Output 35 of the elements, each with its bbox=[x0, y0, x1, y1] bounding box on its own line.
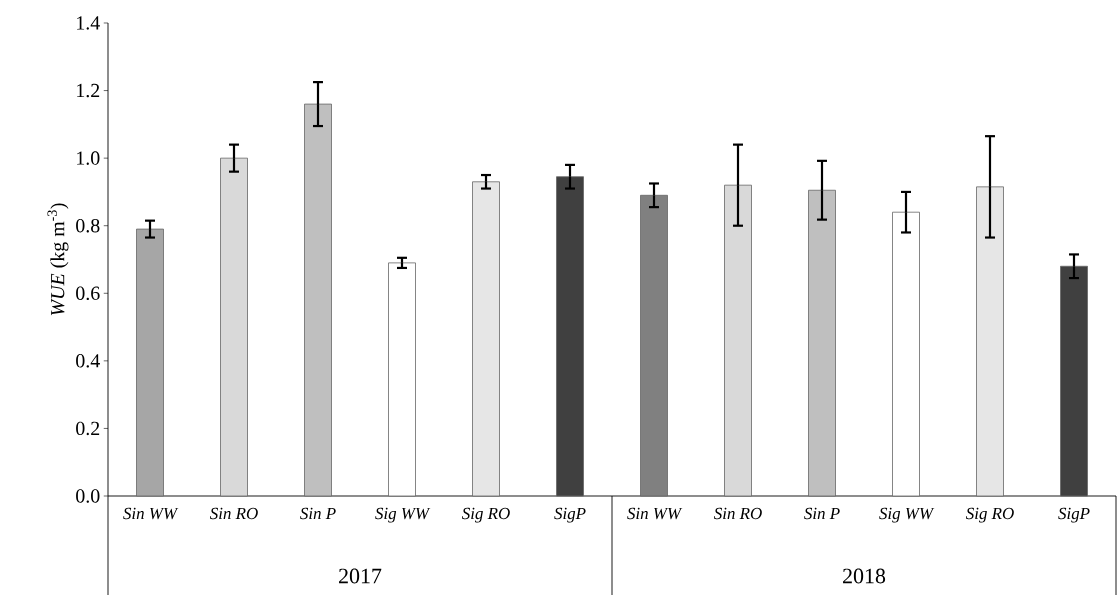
bar bbox=[472, 181, 500, 497]
bar bbox=[892, 211, 920, 497]
x-tick-label: Sin P bbox=[300, 507, 336, 520]
bar bbox=[976, 186, 1004, 497]
x-tick-label: Sin WW bbox=[627, 507, 683, 520]
x-tick-label: Sig WW bbox=[375, 507, 431, 523]
bar bbox=[220, 157, 248, 497]
text: 2018 bbox=[843, 568, 886, 584]
bar bbox=[640, 194, 668, 497]
bar bbox=[556, 176, 584, 497]
x-tick-label: Sin P bbox=[804, 507, 840, 520]
text: 2017 bbox=[339, 568, 382, 584]
x-tick-label: Sin RO bbox=[713, 507, 762, 520]
bar bbox=[1060, 265, 1088, 497]
y-tick-label: 1.2 bbox=[77, 83, 100, 98]
x-tick-label: Sig RO bbox=[965, 507, 1014, 523]
y-tick-label: 0.4 bbox=[76, 354, 100, 368]
x-tick-label: Sin RO bbox=[209, 507, 258, 520]
x-tick-label: Sin WW bbox=[123, 507, 179, 520]
y-axis-title: WUE (kg m$^{-3}$) bbox=[47, 203, 69, 316]
y-tick-label: 0.0 bbox=[76, 489, 100, 503]
bar bbox=[808, 189, 836, 497]
x-tick-label: Sig RO bbox=[461, 507, 510, 523]
x-tick-label: SigP bbox=[554, 507, 586, 523]
bar bbox=[304, 103, 332, 497]
y-tick-label: 0.2 bbox=[76, 421, 100, 436]
bar bbox=[724, 184, 752, 497]
bar bbox=[136, 228, 164, 497]
y-tick-label: 1.4 bbox=[77, 16, 100, 30]
bar bbox=[388, 262, 416, 497]
y-tick-label: 0.8 bbox=[76, 218, 100, 233]
y-tick-label: 1.0 bbox=[77, 151, 100, 165]
y-tick-label: 0.6 bbox=[76, 286, 100, 301]
x-tick-label: SigP bbox=[1058, 507, 1090, 523]
x-tick-label: Sig WW bbox=[879, 507, 935, 523]
